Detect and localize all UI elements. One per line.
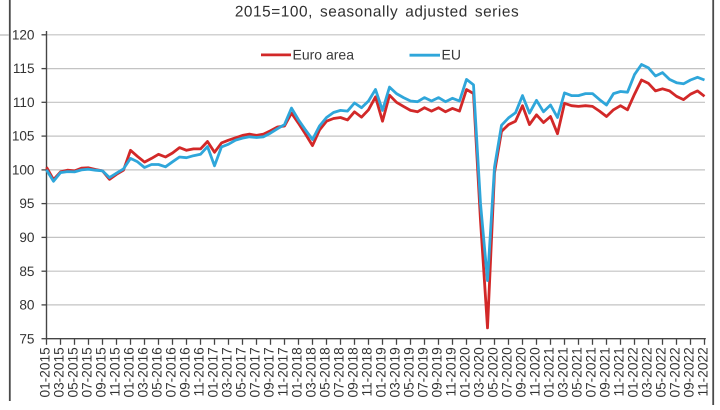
svg-text:07-2019: 07-2019 [415,347,430,397]
svg-text:11-2017: 11-2017 [275,347,290,396]
svg-text:05-2021: 05-2021 [569,347,584,397]
svg-text:03-2016: 03-2016 [135,347,150,398]
svg-text:11-2015: 11-2015 [107,347,122,397]
svg-text:07-2020: 07-2020 [499,347,514,398]
svg-text:01-2020: 01-2020 [457,347,472,398]
svg-text:90: 90 [19,230,35,245]
svg-text:11-2021: 11-2021 [611,347,626,396]
svg-text:03-2022: 03-2022 [639,347,654,397]
svg-text:80: 80 [19,298,35,313]
svg-text:03-2015: 03-2015 [51,347,66,398]
svg-text:07-2015: 07-2015 [79,347,94,398]
svg-text:09-2022: 09-2022 [681,347,696,397]
svg-text:01-2016: 01-2016 [121,347,136,398]
svg-text:09-2017: 09-2017 [261,347,276,397]
svg-text:01-2019: 01-2019 [373,347,388,397]
svg-text:03-2017: 03-2017 [219,347,234,397]
svg-text:07-2018: 07-2018 [331,347,346,398]
svg-text:Euro area: Euro area [293,47,355,63]
svg-text:09-2015: 09-2015 [93,347,108,398]
svg-text:05-2020: 05-2020 [485,347,500,398]
svg-text:11-2018: 11-2018 [359,347,374,397]
svg-text:01-2021: 01-2021 [541,347,556,397]
svg-text:115: 115 [13,61,35,76]
svg-text:07-2022: 07-2022 [667,347,682,397]
svg-text:03-2018: 03-2018 [303,347,318,398]
svg-text:110: 110 [13,95,35,110]
svg-text:EU: EU [442,47,461,63]
svg-text:05-2015: 05-2015 [65,347,80,398]
svg-text:01-2018: 01-2018 [289,347,304,398]
svg-text:03-2020: 03-2020 [471,347,486,398]
svg-text:07-2021: 07-2021 [583,347,598,397]
svg-text:11-2022: 11-2022 [695,347,710,396]
svg-text:03-2019: 03-2019 [387,347,402,397]
svg-text:100: 100 [12,163,35,178]
svg-text:07-2017: 07-2017 [247,347,262,397]
svg-text:05-2022: 05-2022 [653,347,668,397]
svg-text:11-2020: 11-2020 [527,347,542,397]
svg-text:105: 105 [12,129,35,144]
svg-text:85: 85 [19,264,34,279]
svg-text:11-2016: 11-2016 [191,347,206,397]
svg-text:2015=100, seasonally adjusted: 2015=100, seasonally adjusted series [235,3,519,20]
svg-text:09-2016: 09-2016 [177,347,192,398]
svg-text:01-2022: 01-2022 [625,347,640,397]
svg-text:09-2020: 09-2020 [513,347,528,398]
svg-text:07-2016: 07-2016 [163,347,178,398]
svg-text:05-2016: 05-2016 [149,347,164,398]
svg-text:01-2017: 01-2017 [205,347,220,397]
svg-text:11-2019: 11-2019 [443,347,458,396]
svg-text:01-2015: 01-2015 [37,347,52,398]
svg-text:95: 95 [19,196,34,211]
svg-text:05-2019: 05-2019 [401,347,416,397]
svg-text:05-2018: 05-2018 [317,347,332,398]
svg-text:05-2017: 05-2017 [233,347,248,397]
svg-text:120: 120 [12,27,35,42]
svg-text:09-2018: 09-2018 [345,347,360,398]
svg-text:75: 75 [19,331,34,346]
svg-text:03-2021: 03-2021 [555,347,570,397]
svg-text:09-2021: 09-2021 [597,347,612,397]
svg-text:09-2019: 09-2019 [429,347,444,397]
